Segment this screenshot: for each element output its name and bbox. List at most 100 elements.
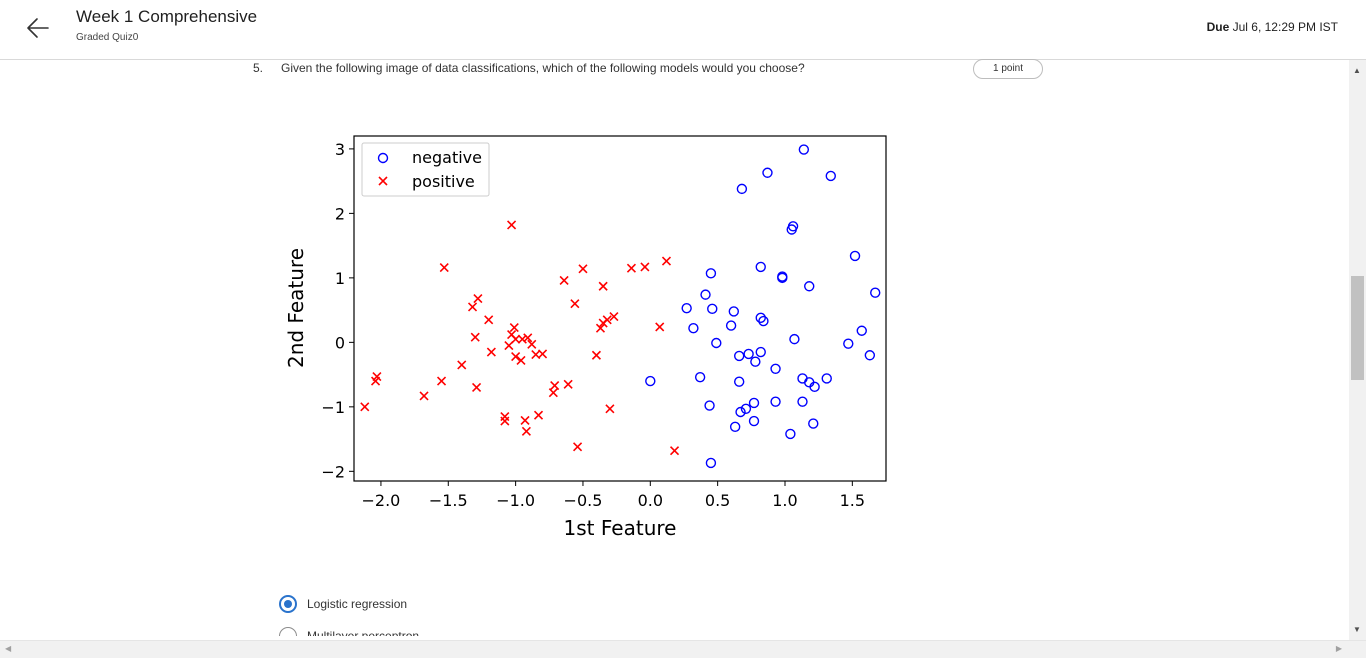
legend-negative-marker [377, 152, 389, 164]
data-point-negative [700, 289, 711, 300]
data-point-positive [419, 391, 429, 401]
data-point-positive [370, 376, 381, 386]
scroll-left-icon[interactable]: ◀ [5, 644, 12, 653]
y-tick-label: 3 [335, 140, 345, 159]
data-point-positive [527, 339, 537, 349]
data-point-negative [645, 375, 656, 387]
data-point-positive [550, 380, 560, 391]
legend-positive-marker [378, 176, 388, 186]
data-point-negative [864, 350, 876, 361]
data-point-positive [661, 256, 672, 266]
data-point-negative [711, 337, 722, 349]
data-point-negative [705, 268, 717, 279]
y-axis-label: 2nd Feature [284, 248, 308, 368]
data-point-negative [755, 346, 766, 358]
data-point-negative [688, 322, 699, 334]
x-tick-label: −2.0 [362, 491, 401, 510]
data-point-positive [523, 333, 533, 343]
horizontal-scrollbar[interactable]: ◀ ▶ [0, 640, 1366, 658]
data-point-positive [439, 262, 449, 273]
x-tick-label: 0.5 [705, 491, 730, 510]
viewport-clip [0, 636, 1349, 640]
due-label: Due [1206, 20, 1230, 34]
data-point-positive [509, 322, 519, 333]
arrow-left-icon [27, 18, 49, 38]
x-tick-label: 1.0 [772, 491, 797, 510]
data-point-negative [789, 333, 800, 345]
data-point-negative [785, 428, 796, 440]
y-tick-label: 0 [335, 333, 345, 352]
data-point-positive [563, 379, 573, 389]
option-label: Logistic regression [307, 597, 408, 611]
data-point-positive [537, 349, 548, 359]
data-point-negative [856, 325, 867, 336]
data-point-positive [626, 263, 637, 273]
data-point-negative [777, 272, 788, 284]
data-point-positive [504, 341, 514, 351]
data-point-positive [548, 388, 558, 398]
data-point-negative [808, 418, 819, 429]
data-point-negative [804, 281, 815, 292]
quiz-header: Week 1 Comprehensive Graded Quiz0 Due Ju… [0, 0, 1366, 60]
data-point-positive [591, 350, 601, 360]
y-tick-label: 1 [335, 269, 345, 288]
data-point-positive [570, 299, 580, 309]
data-point-positive [511, 351, 521, 362]
x-tick-label: −1.0 [496, 491, 535, 510]
data-point-positive [517, 334, 527, 344]
points-badge: 1 point [973, 59, 1043, 79]
data-point-positive [655, 322, 665, 332]
data-point-negative [740, 403, 752, 414]
y-tick-label: −1 [321, 398, 345, 417]
scroll-right-icon[interactable]: ▶ [1335, 644, 1342, 653]
legend-positive-label: positive [412, 172, 475, 191]
data-point-negative [821, 373, 832, 384]
data-point-negative [755, 312, 766, 324]
data-point-positive [520, 415, 530, 425]
data-point-positive [578, 264, 588, 274]
legend: negative positive [361, 142, 490, 197]
data-point-negative [770, 363, 781, 374]
radio-button-checked[interactable] [279, 595, 297, 613]
y-tick-label: 2 [335, 204, 345, 223]
data-point-negative [870, 287, 881, 298]
question-number: 5. [253, 61, 264, 75]
scroll-down-icon[interactable]: ▼ [1353, 625, 1361, 634]
scatter-chart: −2.0 −1.5 −1.0 −0.5 0.0 0.5 1.0 1.5 −2 −1 0 1 2 3 neg… [284, 135, 887, 540]
data-point-negative [770, 396, 781, 407]
data-point-positive [360, 402, 370, 412]
data-point-negative [735, 406, 746, 418]
data-point-negative [681, 302, 692, 314]
data-point-negative [797, 396, 808, 407]
data-point-positive [436, 376, 447, 386]
back-button[interactable] [22, 12, 54, 44]
data-point-negative [736, 183, 748, 195]
due-date: Due Jul 6, 12:29 PM IST [1207, 20, 1338, 34]
data-point-negative [755, 261, 766, 273]
data-point-negative [704, 400, 715, 411]
data-point-positive [609, 311, 619, 322]
data-point-negative [733, 350, 745, 362]
data-point-positive [573, 442, 583, 452]
data-point-positive [605, 404, 615, 414]
data-point-negative [728, 306, 740, 317]
data-point-positive [470, 332, 480, 342]
quiz-title: Week 1 Comprehensive [76, 7, 258, 26]
data-point-negative [694, 371, 706, 383]
scrollbar-thumb[interactable] [1351, 276, 1364, 380]
data-point-positive [598, 281, 608, 291]
data-point-positive [473, 293, 483, 304]
data-point-negative [843, 338, 854, 349]
data-point-negative [743, 348, 754, 360]
data-point-negative [849, 250, 861, 262]
due-value: Jul 6, 12:29 PM IST [1229, 20, 1338, 34]
vertical-scrollbar[interactable]: ▲ ▼ [1349, 60, 1366, 640]
scroll-up-icon[interactable]: ▲ [1353, 66, 1361, 75]
data-point-negative [750, 356, 761, 367]
data-point-negative [725, 320, 737, 331]
data-point-positive [484, 315, 494, 325]
data-point-positive [533, 410, 544, 420]
data-point-positive [598, 318, 608, 328]
x-tick-label: 1.5 [840, 491, 865, 510]
data-point-negative [748, 415, 760, 427]
